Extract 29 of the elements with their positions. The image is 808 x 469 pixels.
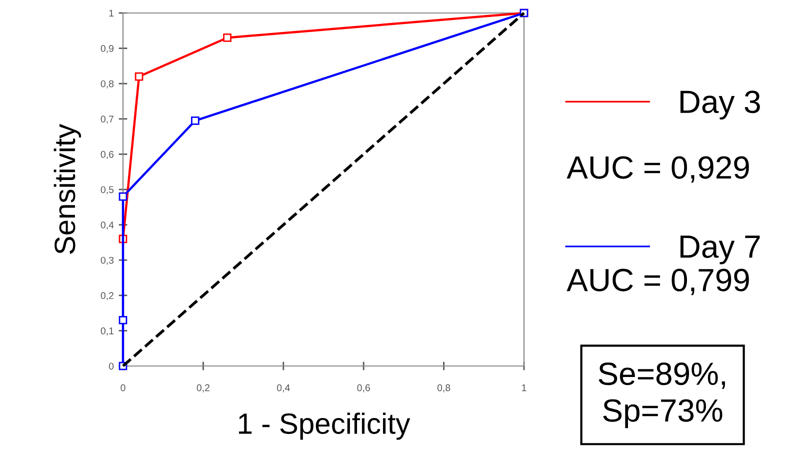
y-tick-label: 1 xyxy=(109,10,114,17)
y-tick-label: 0,3 xyxy=(100,256,114,265)
y-tick-label: 0,7 xyxy=(100,116,114,124)
point xyxy=(191,116,200,125)
y-tick-label: 0,1 xyxy=(100,327,114,336)
point xyxy=(118,316,128,324)
text: AUC = 0,929 xyxy=(566,156,749,183)
x-tick-label: 0,8 xyxy=(437,384,450,392)
y-tick-label: 0,8 xyxy=(100,80,114,88)
text: AUC = 0,799 xyxy=(566,268,749,296)
y-tick-label: 0,6 xyxy=(100,150,114,159)
y-tick-label: 0,9 xyxy=(100,45,114,54)
y-tick-label: 0 xyxy=(108,362,114,370)
text: Se=89%, Sp=73% xyxy=(598,362,725,428)
x-tick-label: 0,6 xyxy=(357,384,370,392)
y-axis-title: Sensitivity xyxy=(54,124,82,254)
point xyxy=(223,34,232,42)
point xyxy=(118,192,128,201)
x-tick-label: 1 xyxy=(522,384,526,392)
x-axis-title: 1 - Specificity xyxy=(239,412,410,440)
legend-label: Day 7 xyxy=(680,236,760,264)
x-tick-label: 0,4 xyxy=(277,384,290,392)
legend-label: Day 3 xyxy=(680,90,760,120)
point xyxy=(134,72,144,81)
x-tick-label: 0,2 xyxy=(196,384,210,392)
y-tick-label: 0,2 xyxy=(100,292,114,300)
y-tick-label: 0,4 xyxy=(100,222,114,230)
x-tick-label: 0 xyxy=(120,384,126,392)
y-tick-label: 0,5 xyxy=(100,186,114,194)
